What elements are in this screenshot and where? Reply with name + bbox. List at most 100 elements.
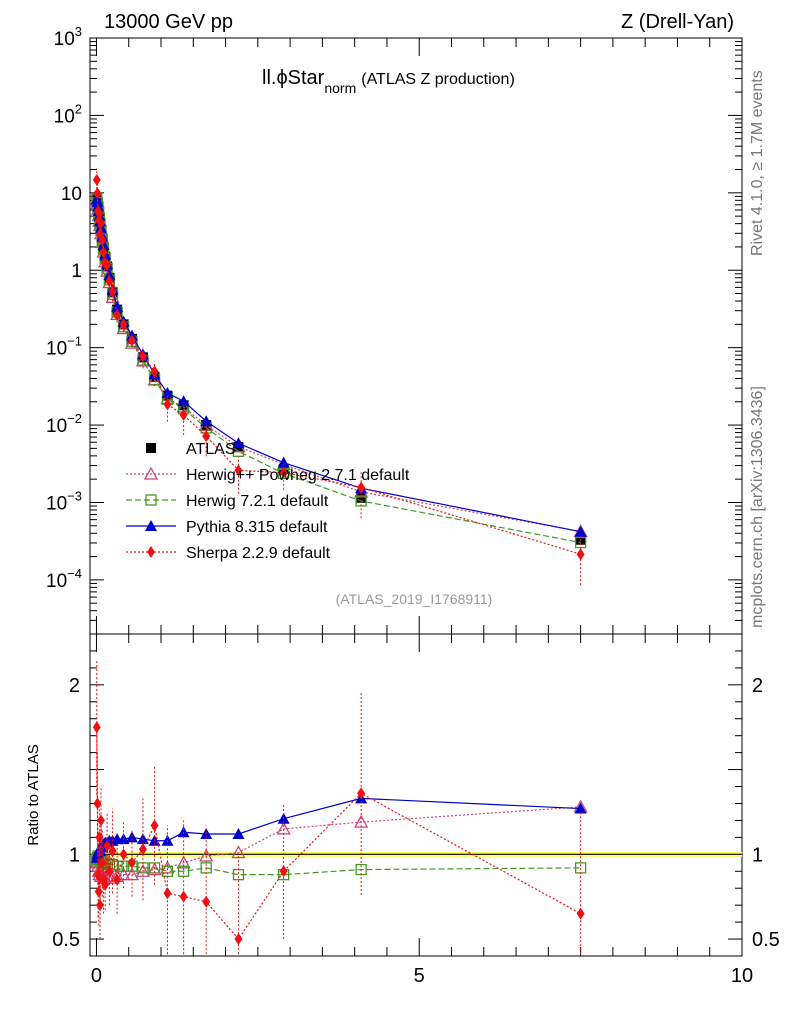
series-line-sherpa [96, 179, 581, 555]
main-y-tick-label-base: 10 [61, 184, 82, 205]
main-point-pythia [277, 456, 290, 468]
legend-label-herwig7: Herwig 7.2.1 default [186, 493, 329, 510]
main-point-sherpa [95, 207, 104, 220]
main-y-tick-label: 10 [61, 184, 82, 205]
ratio-plot-frame [89, 633, 743, 957]
main-y-tick-label-exp: −3 [67, 488, 82, 503]
ratio-point-sherpa [103, 839, 112, 852]
main-point-sherpa [103, 258, 112, 271]
ratio-point-pythia [125, 831, 138, 843]
legend-label-sherpa: Sherpa 2.2.9 default [186, 545, 331, 562]
ratio-point-pythia [232, 827, 245, 839]
main-point-sherpa [93, 187, 102, 200]
main-y-tick-label: 10−3 [46, 488, 82, 514]
main-point-sherpa [119, 318, 128, 331]
ratio-point-sherpa [234, 933, 243, 946]
ratio-point-pythia [177, 826, 190, 838]
main-y-tick-label: 102 [54, 101, 82, 127]
legend-label-pythia: Pythia 8.315 default [186, 519, 328, 536]
main-y-tick-label: 10−1 [46, 334, 82, 360]
main-y-tick-label-base: 1 [71, 261, 82, 282]
main-point-sherpa [202, 430, 211, 443]
ratio-y-tick-label-right: 0.5 [752, 929, 780, 951]
ratio-y-tick-label: 0.5 [52, 929, 80, 951]
ratio-point-sherpa [94, 868, 103, 881]
legend-marker-data [146, 443, 156, 453]
main-point-sherpa [234, 464, 243, 477]
ratio-point-sherpa [95, 831, 104, 844]
ratio-point-sherpa [163, 887, 172, 900]
main-point-sherpa [98, 233, 107, 246]
ratio-point-sherpa [98, 856, 107, 869]
main-point-pythia [200, 415, 213, 427]
legend: ATLAS Herwig++ Powheg 2.7.1 default Herwig… [126, 441, 410, 562]
plot-title-main: ll.ϕStar [262, 67, 325, 89]
main-y-tick-label-exp: 3 [75, 24, 82, 39]
ratio-point-sherpa [96, 899, 105, 912]
ratio-point-sherpa [113, 873, 122, 886]
ratio-y-tick-label-right: 1 [752, 844, 763, 866]
main-y-tick-label: 10−2 [46, 411, 82, 437]
ratio-point-herwigpp [354, 814, 369, 828]
main-point-sherpa [108, 285, 117, 298]
main-y-tick-label: 103 [54, 24, 82, 50]
ratio-y-tick-label: 1 [69, 844, 80, 866]
ratio-point-sherpa [92, 721, 101, 734]
header-process: Z (Drell-Yan) [621, 11, 734, 33]
main-point-sherpa [113, 309, 122, 322]
ratio-plot-marks [89, 659, 742, 955]
main-y-tick-label-exp: −4 [67, 566, 82, 581]
ratio-y-tick-label: 2 [69, 675, 80, 697]
main-point-sherpa [96, 216, 105, 229]
main-point-sherpa [92, 173, 101, 186]
main-y-tick-label-base: 10 [54, 106, 75, 127]
legend-marker-herwigpp [143, 466, 159, 480]
ratio-y-axis-label: Ratio to ATLAS [25, 744, 42, 845]
ratio-line-herwigpp [96, 806, 581, 879]
ratio-point-sherpa [108, 844, 117, 857]
ratio-point-sherpa [105, 865, 114, 878]
x-tick-label: 10 [731, 965, 753, 987]
main-point-sherpa [150, 365, 159, 378]
main-point-sherpa [279, 466, 288, 479]
main-y-tick-label-exp: −2 [67, 411, 82, 426]
main-point-herwigpp [105, 289, 120, 303]
main-point-sherpa [105, 275, 114, 288]
ratio-point-sherpa [150, 819, 159, 832]
ratio-point-sherpa [179, 890, 188, 903]
plot-title-sub: norm [324, 80, 356, 96]
mcplots-label: mcplots.cern.ch [arXiv:1306.3436] [749, 386, 766, 628]
main-point-pythia [232, 437, 245, 449]
main-point-herwigpp [116, 321, 131, 335]
main-point-pythia [103, 269, 116, 281]
x-tick-label: 0 [91, 965, 102, 987]
main-y-tick-label-base: 10 [46, 571, 67, 592]
main-point-sherpa [163, 398, 172, 411]
legend-label-data: ATLAS [186, 441, 236, 458]
main-y-tick-label: 1 [71, 261, 82, 282]
main-point-sherpa [138, 350, 147, 363]
ratio-point-sherpa [279, 865, 288, 878]
main-plot-marks [89, 168, 588, 586]
analysis-watermark: (ATLAS_2019_I1768911) [336, 591, 493, 607]
ratio-point-herwigpp [135, 863, 151, 877]
ratio-point-sherpa [119, 848, 128, 861]
main-point-pythia [97, 238, 110, 250]
main-y-tick-label-base: 10 [46, 493, 67, 514]
legend-marker-sherpa [147, 546, 155, 558]
ratio-point-sherpa [357, 787, 366, 800]
plot-title: ll.ϕStarnorm (ATLAS Z production) [262, 67, 515, 96]
header-energy: 13000 GeV pp [104, 11, 233, 33]
ratio-line-sherpa [96, 727, 581, 941]
ratio-point-pythia [161, 834, 174, 846]
ratio-y-tick-label-right: 2 [752, 675, 763, 697]
main-y-tick-label-exp: 2 [75, 101, 82, 116]
rivet-version-label: Rivet 4.1.0, ≥ 1.7M events [749, 70, 766, 256]
main-point-sherpa [576, 548, 585, 561]
x-tick-label: 5 [414, 965, 425, 987]
ratio-point-sherpa [202, 895, 211, 908]
main-y-tick-label-exp: −1 [67, 334, 82, 349]
ratio-point-sherpa [93, 797, 102, 810]
